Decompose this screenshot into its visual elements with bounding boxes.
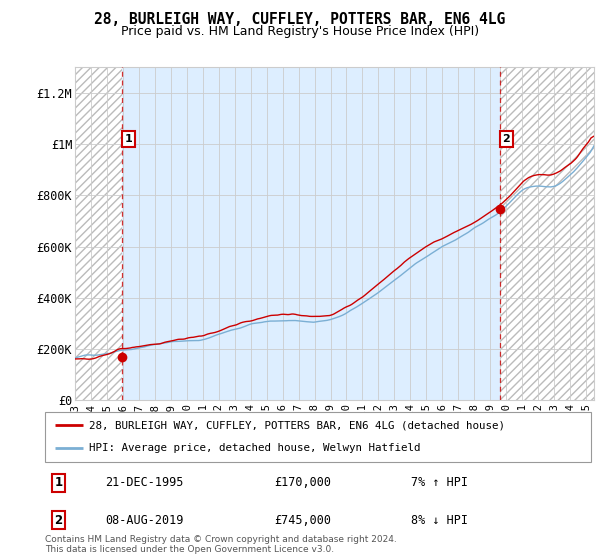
Bar [500, 67, 594, 400]
Text: 7% ↑ HPI: 7% ↑ HPI [411, 476, 468, 489]
Text: 1: 1 [55, 476, 63, 489]
Text: 2: 2 [502, 134, 510, 144]
Text: £170,000: £170,000 [274, 476, 331, 489]
Text: 1: 1 [125, 134, 133, 144]
Bar [75, 67, 122, 400]
Text: HPI: Average price, detached house, Welwyn Hatfield: HPI: Average price, detached house, Welw… [89, 444, 420, 454]
Text: Contains HM Land Registry data © Crown copyright and database right 2024.
This d: Contains HM Land Registry data © Crown c… [45, 535, 397, 554]
Bar [122, 67, 500, 400]
Text: 21-DEC-1995: 21-DEC-1995 [105, 476, 184, 489]
Text: 2: 2 [55, 514, 63, 526]
Text: Price paid vs. HM Land Registry's House Price Index (HPI): Price paid vs. HM Land Registry's House … [121, 25, 479, 38]
Text: 08-AUG-2019: 08-AUG-2019 [105, 514, 184, 526]
Text: £745,000: £745,000 [274, 514, 331, 526]
Text: 8% ↓ HPI: 8% ↓ HPI [411, 514, 468, 526]
Text: 28, BURLEIGH WAY, CUFFLEY, POTTERS BAR, EN6 4LG: 28, BURLEIGH WAY, CUFFLEY, POTTERS BAR, … [94, 12, 506, 27]
Text: 28, BURLEIGH WAY, CUFFLEY, POTTERS BAR, EN6 4LG (detached house): 28, BURLEIGH WAY, CUFFLEY, POTTERS BAR, … [89, 420, 505, 430]
